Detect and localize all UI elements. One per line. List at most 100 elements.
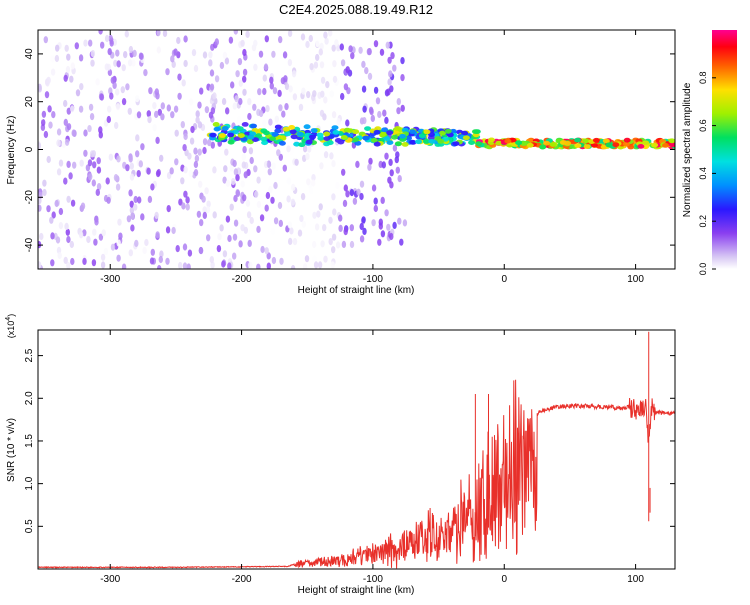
heatmap-cell xyxy=(46,155,51,164)
heatmap-cell xyxy=(352,197,358,205)
heatmap-cell xyxy=(312,240,317,249)
heatmap-cell xyxy=(115,183,121,191)
heatmap-cell xyxy=(56,139,61,147)
heatmap-cell xyxy=(253,63,258,71)
heatmap-cell xyxy=(352,137,360,142)
heatmap-cell xyxy=(291,183,296,191)
heatmap-cell xyxy=(373,86,379,94)
heatmap-cell xyxy=(110,76,116,84)
heatmap-cell xyxy=(169,167,174,175)
heatmap-cell xyxy=(254,190,259,198)
heatmap-cell xyxy=(104,34,110,43)
heatmap-cell xyxy=(323,96,328,104)
heatmap-cell xyxy=(341,240,347,248)
heatmap-cell xyxy=(278,219,283,227)
heatmap-cell xyxy=(152,124,157,132)
y-tick-label: 1.0 xyxy=(24,476,35,490)
heatmap-cell xyxy=(90,59,95,67)
heatmap-cell xyxy=(349,240,355,249)
heatmap-cell xyxy=(377,238,382,246)
heatmap-cell xyxy=(128,155,133,163)
y-tick-label: 40 xyxy=(24,48,35,60)
heatmap-cell xyxy=(367,72,373,80)
heatmap-cell xyxy=(278,104,283,112)
heatmap-cell xyxy=(238,79,243,87)
heatmap-cell xyxy=(392,144,398,152)
heatmap-cell xyxy=(361,85,367,93)
heatmap-cell xyxy=(386,140,394,146)
heatmap-cell xyxy=(243,171,248,179)
heatmap-cell xyxy=(306,178,311,186)
heatmap-cell xyxy=(41,110,47,118)
heatmap-cell xyxy=(320,90,325,98)
heatmap-cell xyxy=(160,102,165,110)
heatmap-cell xyxy=(248,261,253,269)
heatmap-cell xyxy=(472,129,479,135)
heatmap-cell xyxy=(371,219,376,227)
heatmap-cell xyxy=(339,43,344,51)
heatmap-cell xyxy=(193,160,199,169)
y-tick-label: -40 xyxy=(24,237,35,252)
heatmap-cell xyxy=(182,243,188,251)
heatmap-cell xyxy=(115,49,120,57)
heatmap-cell xyxy=(592,137,600,143)
heatmap-cell xyxy=(364,126,372,131)
heatmap-cell xyxy=(114,121,119,130)
heatmap-cell xyxy=(213,126,221,132)
heatmap-cell xyxy=(117,218,122,226)
heatmap-cell xyxy=(66,195,71,203)
heatmap-cell xyxy=(319,162,324,170)
heatmap-cell xyxy=(612,142,620,148)
heatmap-cell xyxy=(180,177,185,185)
heatmap-cell xyxy=(222,176,227,184)
heatmap-cell xyxy=(44,91,50,99)
heatmap-cell xyxy=(242,88,247,96)
heatmap-cell xyxy=(366,48,372,56)
heatmap-cell xyxy=(488,137,495,143)
heatmap-cell xyxy=(50,55,55,63)
heatmap-cell xyxy=(331,111,337,119)
heatmap-cell xyxy=(379,131,387,137)
heatmap-cell xyxy=(297,229,303,237)
heatmap-cell xyxy=(162,30,168,37)
heatmap-cell xyxy=(320,240,325,248)
heatmap-cell xyxy=(345,119,350,127)
heatmap-cell xyxy=(69,240,75,249)
heatmap-cell xyxy=(381,127,389,133)
heatmap-cell xyxy=(379,48,385,56)
heatmap-cell xyxy=(271,50,276,58)
heatmap-cell xyxy=(38,83,42,91)
heatmap-cell xyxy=(99,93,105,101)
heatmap-cell xyxy=(284,103,289,111)
heatmap-cell xyxy=(240,39,245,47)
heatmap-cell xyxy=(574,137,582,143)
heatmap-cell xyxy=(107,48,112,56)
heatmap-cell xyxy=(116,254,121,262)
heatmap-cell xyxy=(287,30,293,37)
heatmap-cell xyxy=(373,204,378,213)
heatmap-cell xyxy=(373,40,379,48)
heatmap-cell xyxy=(129,200,134,208)
heatmap-cell xyxy=(428,132,435,138)
heatmap-cell xyxy=(127,59,133,67)
heatmap-cell xyxy=(359,235,365,243)
heatmap-cell xyxy=(343,83,349,91)
heatmap-cell xyxy=(389,85,394,93)
heatmap-cell xyxy=(389,232,394,241)
heatmap-cell xyxy=(204,187,209,195)
heatmap-cell xyxy=(311,179,316,187)
heatmap-cell xyxy=(289,129,297,135)
heatmap-cell xyxy=(362,227,367,235)
heatmap-cell xyxy=(205,206,211,214)
heatmap-cell xyxy=(266,252,271,260)
heatmap-cell xyxy=(242,68,248,76)
heatmap-cell xyxy=(278,36,283,44)
snr-line xyxy=(38,379,675,569)
heatmap-cell xyxy=(94,218,99,226)
heatmap-cell xyxy=(387,56,392,64)
heatmap-cell xyxy=(247,98,252,106)
heatmap-cell xyxy=(300,33,306,41)
heatmap-cell xyxy=(106,115,112,124)
heatmap-cell xyxy=(373,197,378,205)
heatmap-cell xyxy=(202,206,207,214)
